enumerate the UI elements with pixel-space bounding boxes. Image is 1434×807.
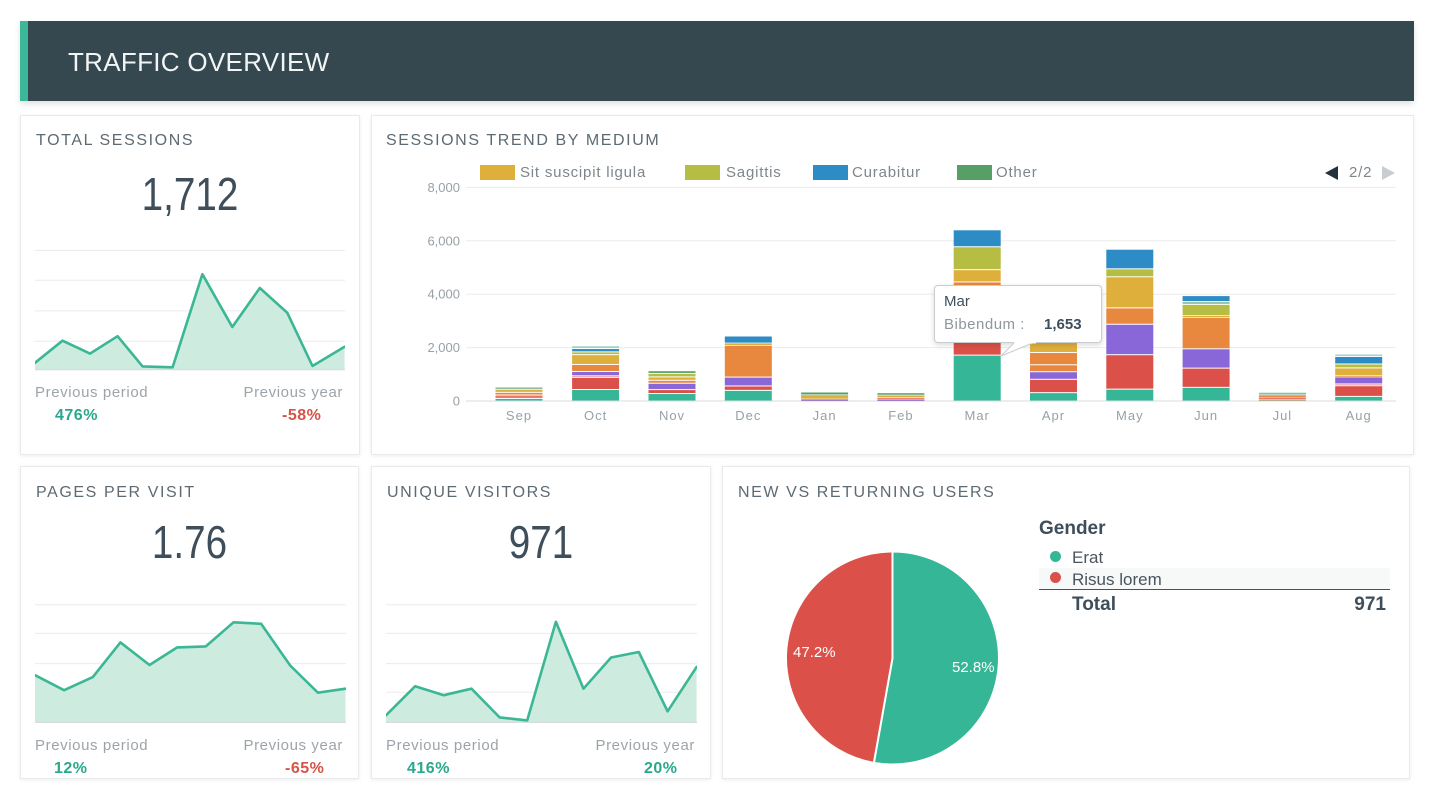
svg-text:Jan: Jan [813, 408, 837, 423]
svg-text:May: May [1116, 408, 1144, 423]
svg-text:Sep: Sep [506, 408, 532, 423]
svg-text:2,000: 2,000 [427, 340, 460, 355]
svg-text:Apr: Apr [1042, 408, 1065, 423]
svg-text:Nov: Nov [659, 408, 685, 423]
svg-text:Aug: Aug [1346, 408, 1372, 423]
svg-text:0: 0 [453, 394, 460, 409]
svg-text:Feb: Feb [888, 408, 913, 423]
svg-text:52.8%: 52.8% [952, 659, 995, 676]
svg-text:4,000: 4,000 [427, 287, 460, 302]
svg-text:6,000: 6,000 [427, 233, 460, 248]
svg-text:Jul: Jul [1273, 408, 1293, 423]
svg-text:Dec: Dec [735, 408, 761, 423]
svg-text:47.2%: 47.2% [793, 644, 836, 661]
svg-text:Oct: Oct [584, 408, 607, 423]
svg-text:8,000: 8,000 [427, 180, 460, 195]
svg-text:Mar: Mar [965, 408, 990, 423]
svg-text:Jun: Jun [1194, 408, 1218, 423]
